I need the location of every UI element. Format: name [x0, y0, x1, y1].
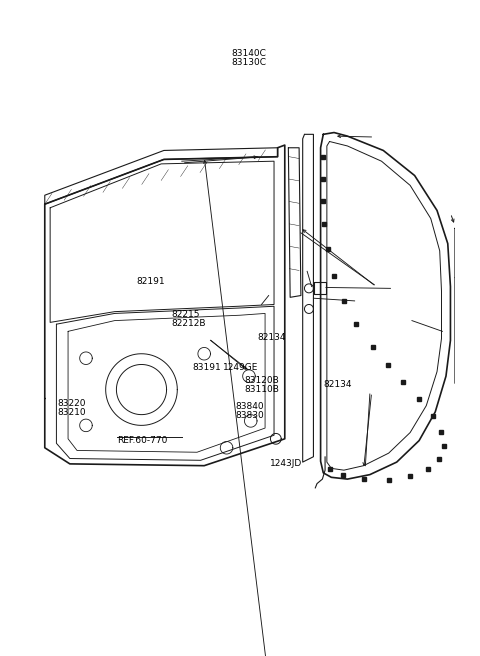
Text: 83191: 83191 — [192, 363, 221, 372]
Text: 83830: 83830 — [236, 411, 264, 420]
Text: 82134: 82134 — [257, 333, 286, 342]
Text: 83210: 83210 — [57, 408, 86, 417]
Text: 83220: 83220 — [57, 399, 86, 408]
Text: 83130C: 83130C — [231, 58, 266, 66]
Text: REF.60-770: REF.60-770 — [118, 436, 168, 445]
Text: 1249GE: 1249GE — [223, 363, 258, 372]
Text: 83840: 83840 — [236, 402, 264, 411]
Text: 82191: 82191 — [136, 277, 165, 286]
Text: 83110B: 83110B — [244, 385, 279, 394]
Text: 1243JD: 1243JD — [270, 459, 302, 468]
Text: 83140C: 83140C — [231, 49, 266, 58]
Text: 82134: 82134 — [324, 380, 352, 389]
Text: 82215: 82215 — [171, 310, 200, 319]
Text: 83120B: 83120B — [244, 376, 279, 385]
Text: 82212B: 82212B — [171, 319, 206, 328]
